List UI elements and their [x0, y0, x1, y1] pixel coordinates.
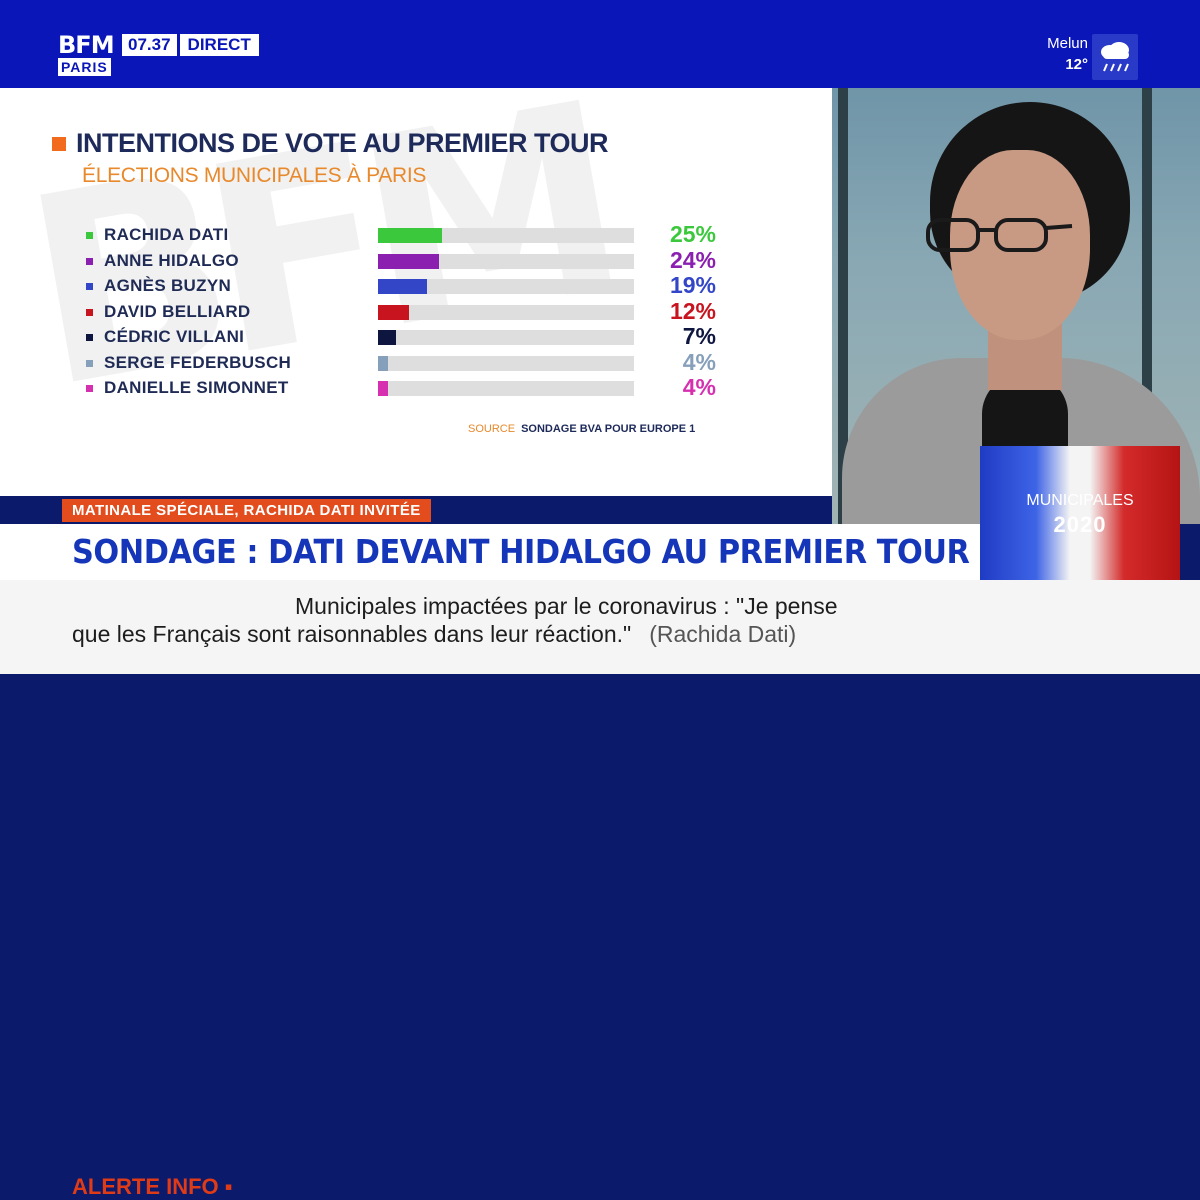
bar-value-label: 12% — [669, 297, 716, 324]
studio-pillar — [838, 88, 848, 524]
bar-value-label: 4% — [682, 374, 716, 400]
source-label: SOURCE — [468, 423, 516, 435]
clock-live: 07.37 DIRECT — [122, 34, 259, 56]
bar-row: RACHIDA DATI 25% — [84, 221, 724, 250]
bar-track — [378, 228, 634, 243]
bar-track — [378, 355, 634, 371]
ticker-text-line2-quote: que les Français sont raisonnables dans … — [72, 621, 632, 647]
bar-fill — [378, 228, 442, 243]
alert-info-label: ALERTE INFO ▪ — [72, 1174, 233, 1199]
logo-paris: PARIS — [58, 58, 111, 76]
bar-rows: RACHIDA DATI 25% ANNE HIDALGO 24% AGNÈS BUZY… — [84, 221, 724, 403]
candidate-name: AGNÈS BUZYN — [104, 276, 232, 295]
ticker-text-line1: Municipales impactées par le coronavirus… — [295, 593, 838, 619]
bar-fill — [378, 381, 389, 396]
weather-city: Melun — [1047, 35, 1088, 52]
ticker-text-line2: que les Français sont raisonnables dans … — [72, 621, 796, 648]
chart-title: INTENTIONS DE VOTE AU PREMIER TOUR — [76, 128, 609, 158]
bar-row: SERGE FEDERBUSCH 4% — [84, 348, 724, 378]
headline-bar — [0, 524, 980, 580]
badge-line1: MUNICIPALES — [1026, 492, 1134, 509]
legend-dot — [86, 257, 93, 265]
bar-value-label: 7% — [682, 323, 716, 349]
show-kicker: MATINALE SPÉCIALE, RACHIDA DATI INVITÉE — [62, 499, 431, 522]
bar-value-label: 4% — [682, 348, 716, 375]
bar-fill — [378, 304, 409, 320]
bar-row: DAVID BELLIARD 12% — [84, 297, 724, 327]
candidate-name: CÉDRIC VILLANI — [104, 327, 245, 346]
candidate-name: SERGE FEDERBUSCH — [104, 352, 292, 372]
legend-dot — [86, 359, 93, 367]
clock-time: 07.37 — [122, 34, 177, 56]
channel-logo: BFM PARIS — [58, 31, 118, 77]
bar-value-label: 24% — [669, 246, 716, 273]
logo-bfm: BFM — [58, 31, 115, 59]
weather-temp: 12° — [1065, 56, 1088, 73]
bar-fill — [378, 355, 389, 371]
bar-row: AGNÈS BUZYN 19% — [84, 272, 724, 301]
bar-track — [378, 279, 634, 294]
source-value: SONDAGE BVA POUR EUROPE 1 — [521, 423, 696, 435]
municipales-2020-badge: MUNICIPALES 2020 — [980, 446, 1180, 580]
chart-subtitle: ÉLECTIONS MUNICIPALES À PARIS — [82, 164, 427, 187]
ticker-attribution: (Rachida Dati) — [649, 621, 797, 647]
glasses-icon — [926, 218, 1073, 252]
legend-dot — [86, 308, 93, 316]
legend-dot — [86, 385, 93, 392]
bar-fill — [378, 253, 440, 269]
legend-dot — [86, 283, 93, 290]
studio-pillar — [1142, 88, 1152, 524]
legend-dot — [86, 334, 93, 341]
headline: SONDAGE : DATI DEVANT HIDALGO AU PREMIER… — [72, 532, 970, 571]
bar-track — [378, 381, 634, 396]
legend-dot — [86, 232, 93, 239]
poll-graphic: BFM INTENTIONS DE VOTE AU PREMIER TOUR É… — [0, 88, 832, 496]
bar-track — [378, 304, 634, 320]
candidate-name: ANNE HIDALGO — [104, 250, 239, 270]
weather-widget: Melun 12° — [1030, 34, 1088, 76]
candidate-name: DAVID BELLIARD — [104, 301, 251, 321]
title-marker — [52, 137, 66, 151]
bar-row: CÉDRIC VILLANI 7% — [84, 323, 724, 352]
badge-line2: 2020 — [1053, 512, 1107, 537]
bar-track — [378, 330, 634, 345]
bar-value-label: 19% — [669, 272, 716, 298]
bar-row: ANNE HIDALGO 24% — [84, 246, 724, 276]
live-label: DIRECT — [179, 34, 259, 56]
rain-cloud-icon — [1092, 34, 1138, 80]
bar-track — [378, 253, 634, 269]
bar-value-label: 25% — [669, 221, 716, 247]
bar-fill — [378, 279, 427, 294]
bar-fill — [378, 330, 396, 345]
candidate-name: DANIELLE SIMONNET — [104, 378, 289, 397]
chart-source: SOURCE SONDAGE BVA POUR EUROPE 1 — [468, 423, 695, 435]
candidate-name: RACHIDA DATI — [104, 225, 229, 244]
bar-row: DANIELLE SIMONNET 4% — [84, 374, 724, 403]
